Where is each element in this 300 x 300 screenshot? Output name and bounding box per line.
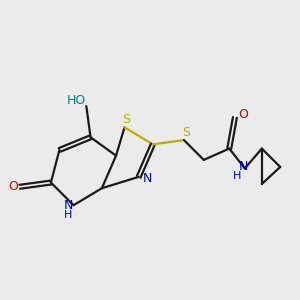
Text: N: N — [143, 172, 152, 185]
Text: N: N — [239, 160, 248, 172]
Text: O: O — [9, 180, 19, 193]
Text: H: H — [64, 210, 73, 220]
Text: H: H — [233, 171, 241, 181]
Text: S: S — [122, 113, 130, 126]
Text: S: S — [182, 126, 190, 139]
Text: HO: HO — [67, 94, 86, 107]
Text: N: N — [64, 199, 73, 212]
Text: O: O — [238, 108, 248, 121]
